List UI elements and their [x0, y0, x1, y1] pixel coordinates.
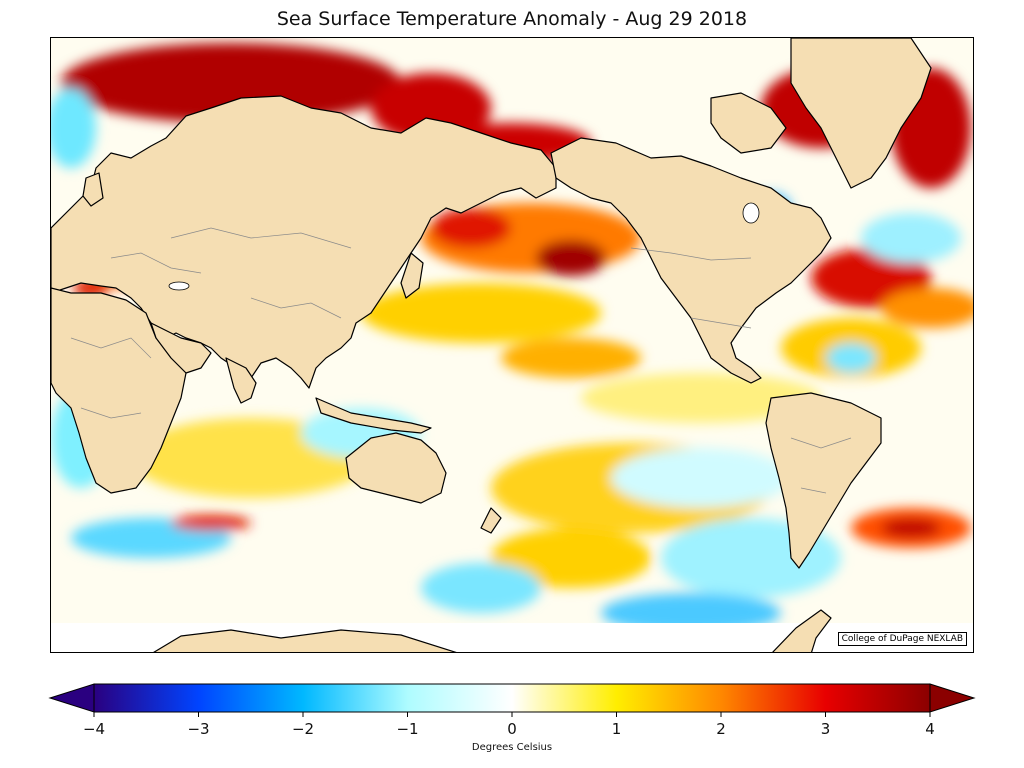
landmass-india — [225, 357, 257, 404]
colorbar-tick-label: −3 — [187, 720, 210, 738]
map-canvas — [51, 38, 973, 652]
colorbar-tick-label: −2 — [291, 720, 315, 738]
landmass-new-zealand — [480, 507, 502, 534]
landmass-arabia — [150, 322, 212, 374]
landmass-antarctica — [153, 629, 457, 652]
colorbar-tick-label: 4 — [925, 720, 935, 738]
credit-label: College of DuPage NEXLAB — [837, 632, 967, 646]
landmass-north-america — [550, 137, 832, 384]
landmass-greenland — [790, 38, 932, 189]
landmass-japan — [400, 252, 424, 299]
landmass-indonesia — [315, 397, 432, 434]
sst-anomaly-map: College of DuPage NEXLAB — [50, 37, 974, 653]
country-borders — [70, 227, 852, 494]
landmass-uk — [82, 172, 104, 207]
colorbar-max-arrow — [929, 683, 976, 713]
landmass-antarctic-peninsula — [772, 609, 832, 652]
colorbar-tick-label: −1 — [396, 720, 419, 738]
colorbar-tick-label: 3 — [820, 720, 831, 738]
colorbar-gradient — [93, 683, 931, 713]
colorbar-tick-label: 0 — [507, 720, 517, 738]
colorbar — [48, 683, 976, 717]
colorbar-tick-label: 2 — [716, 720, 726, 738]
colorbar-tick-label: −4 — [82, 720, 106, 738]
colorbar-label: Degrees Celsius — [471, 742, 553, 753]
landmass-australia — [345, 432, 447, 504]
colorbar-min-arrow — [48, 683, 95, 713]
colorbar-tick-label: 1 — [611, 720, 622, 738]
landmass-south-america — [765, 392, 882, 569]
landmass-arctic-islands — [710, 92, 787, 154]
landmass-africa — [51, 287, 187, 494]
map-title: Sea Surface Temperature Anomaly - Aug 29… — [276, 8, 748, 30]
land-masses — [51, 38, 932, 652]
inland-waters — [168, 202, 760, 291]
